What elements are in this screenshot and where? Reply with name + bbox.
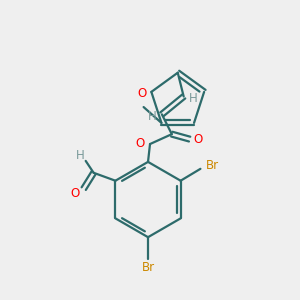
- Text: H: H: [189, 92, 198, 105]
- Text: O: O: [138, 87, 147, 101]
- Text: H: H: [148, 110, 156, 123]
- Text: Br: Br: [206, 159, 219, 172]
- Text: H: H: [76, 149, 85, 162]
- Text: O: O: [193, 133, 202, 146]
- Text: Br: Br: [142, 261, 154, 274]
- Text: O: O: [136, 136, 145, 150]
- Text: O: O: [70, 187, 80, 200]
